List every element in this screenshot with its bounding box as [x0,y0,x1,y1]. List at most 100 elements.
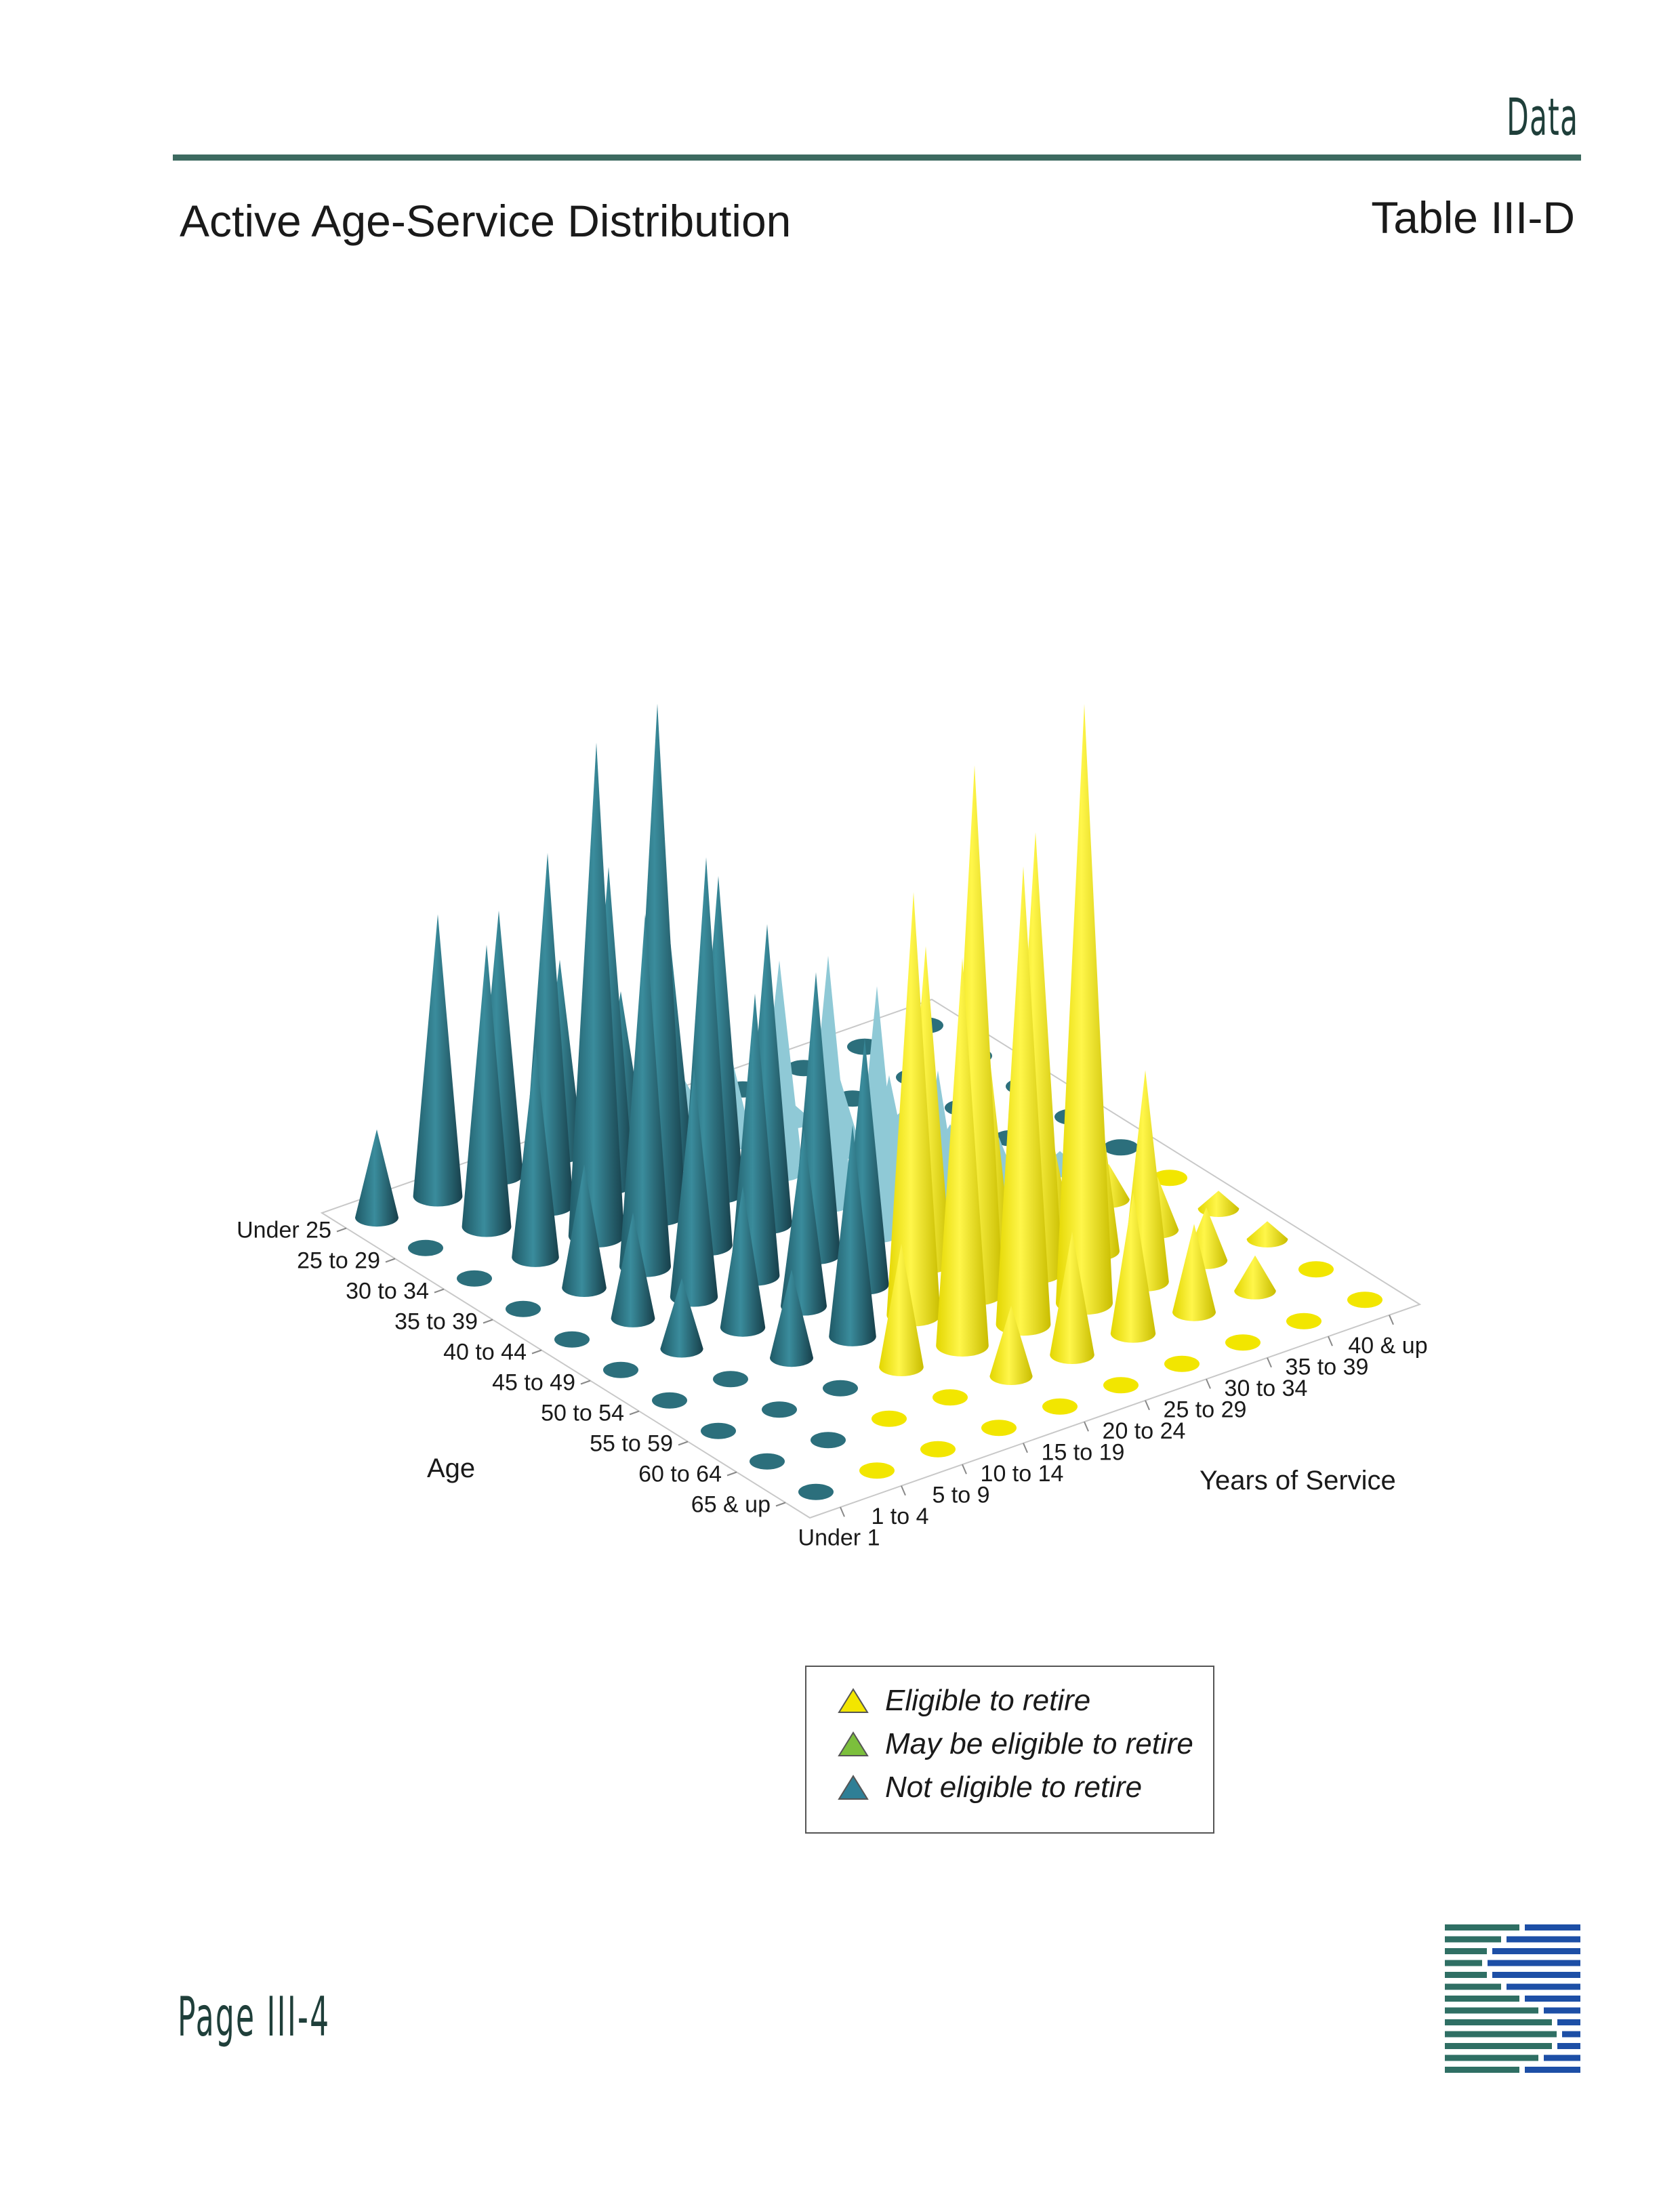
logo-stripe-left [1445,2019,1552,2025]
service-tick-label: Under 1 [798,1525,880,1550]
age-axis-tick [580,1380,591,1385]
floor-dot [603,1361,638,1378]
data-cone [1110,1192,1156,1343]
age-tick-label: Under 25 [237,1218,331,1243]
logo-stripe-right [1507,1983,1580,1990]
service-tick-label: 40 & up [1348,1333,1427,1359]
floor-dot [1042,1398,1078,1415]
floor-dot [701,1422,736,1439]
age-axis-title: Age [427,1453,475,1483]
floor-dot [1103,1139,1139,1156]
floor-dot [408,1239,443,1256]
age-tick-label: 45 to 49 [492,1370,575,1396]
logo-stripe-left [1445,2031,1557,2038]
logo-stripe-right [1488,1960,1580,1966]
eligible-triangle-icon [838,1688,869,1713]
age-tick-label: 35 to 39 [394,1309,478,1335]
service-axis-tick [1267,1357,1272,1368]
floor-dot [554,1331,590,1348]
floor-dot [750,1453,785,1470]
logo-stripe-right [1525,1924,1580,1931]
service-axis-tick [1145,1400,1150,1411]
age-tick-label: 40 to 44 [443,1340,527,1365]
page-number: Page III-4 [178,1985,331,2048]
legend-item-not-eligible: Not eligible to retire [838,1766,1213,1809]
service-axis-title: Years of Service [1200,1466,1396,1495]
floor-dot [823,1380,858,1397]
data-cone [1056,703,1113,1315]
data-cone [1197,1191,1239,1218]
data-cone [1246,1221,1288,1248]
section-label: Data [1506,87,1578,147]
age-tick-label: 30 to 34 [346,1279,429,1304]
floor-dot [1152,1170,1187,1186]
data-cone [619,913,671,1277]
age-axis-tick [629,1410,640,1416]
data-cone [1234,1255,1276,1300]
service-axis-tick [962,1464,967,1474]
data-cone [1050,1231,1094,1365]
floor-dot [1347,1292,1382,1308]
data-cone [879,1243,924,1377]
floor-dot [652,1392,687,1409]
legend-label: May be eligible to retire [885,1727,1193,1760]
age-axis-tick [483,1319,493,1324]
age-axis-tick [678,1441,689,1446]
header-rule [173,154,1581,161]
floor-dot [933,1389,968,1406]
data-cone [413,914,463,1207]
logo-stripe-right [1557,2043,1580,2049]
service-tick-label: 35 to 39 [1286,1354,1369,1380]
service-axis-tick [1206,1378,1211,1389]
logo-stripe-right [1525,2067,1580,2073]
service-axis-tick [1389,1315,1394,1325]
data-cone [562,1164,607,1298]
age-tick-label: 60 to 64 [638,1462,722,1487]
data-cone [568,742,625,1248]
legend-label: Eligible to retire [885,1684,1091,1717]
data-cone [512,1046,559,1267]
floor-dot [457,1270,492,1287]
logo-stripe-left [1445,1936,1501,1943]
logo-stripe-right [1544,2007,1580,2014]
floor-dot [506,1300,541,1317]
service-axis-tick [1084,1421,1089,1432]
floor-dot [811,1432,846,1449]
logo-stripe-right [1492,1972,1580,1978]
logo-stripe-left [1445,1924,1519,1931]
logo-stripe-left [1445,1960,1482,1966]
data-cone [886,892,941,1327]
legend-item-may-be-eligible: May be eligible to retire [838,1722,1213,1766]
data-cone [660,1278,703,1358]
logo-stripe-left [1445,1996,1519,2002]
floor-dot [798,1483,834,1500]
service-axis-tick [840,1506,845,1517]
floor-dot [713,1371,748,1388]
logo-stripe-right [1544,2055,1580,2061]
floor-dot [1164,1355,1200,1372]
service-axis-tick [1023,1443,1028,1453]
data-cone [829,1125,876,1346]
chart-legend: Eligible to retire May be eligible to re… [805,1666,1214,1834]
logo-stripe-right [1557,2019,1580,2025]
data-cone [611,1212,655,1327]
floor-dot [872,1410,907,1427]
logo-stripe-left [1445,1948,1487,1954]
data-cone [355,1129,398,1227]
data-cone [936,957,989,1357]
data-cone [462,945,512,1237]
logo-stripe-left [1445,2067,1519,2073]
age-axis-tick [775,1502,786,1507]
legend-item-eligible: Eligible to retire [838,1679,1213,1722]
floor-dot [859,1462,895,1479]
logo-stripe-left [1445,1983,1501,1990]
logo-stripe-left [1445,2007,1538,2014]
age-axis-tick [434,1288,445,1294]
data-cone [989,1305,1033,1386]
floor-dot [920,1441,956,1458]
age-tick-label: 65 & up [691,1492,771,1518]
table-id: Table III-D [1371,192,1575,243]
age-axis-tick [726,1471,737,1477]
service-tick-label: 10 to 14 [981,1461,1064,1487]
